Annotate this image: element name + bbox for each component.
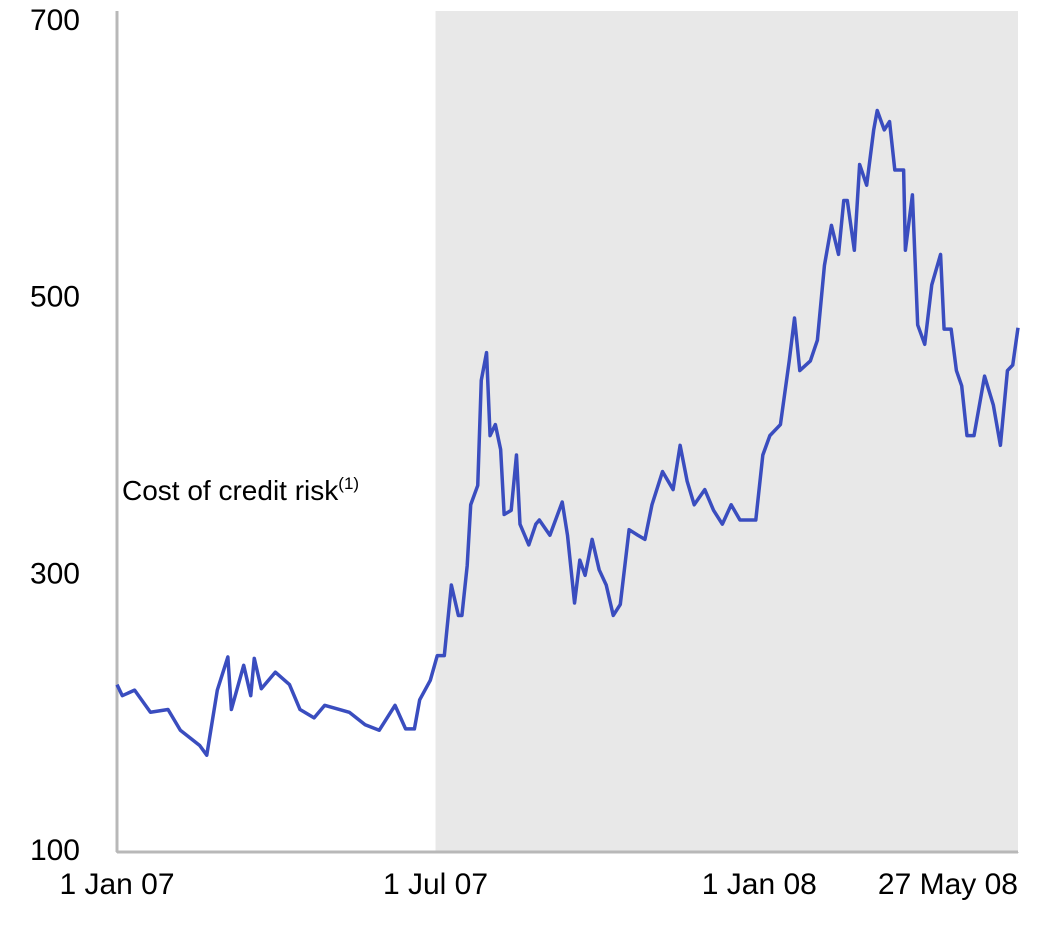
y-tick-label: 700 xyxy=(30,4,80,37)
axes-layer: 100 300 500 700 1 Jan 07 1 Jul 07 1 Jan 08 27 M… xyxy=(30,4,1019,901)
annotation-superscript: (1) xyxy=(338,474,359,493)
x-tick-label: 1 Jul 07 xyxy=(383,868,488,901)
y-tick-label: 100 xyxy=(30,834,80,867)
x-tick-label: 1 Jan 08 xyxy=(702,868,817,901)
y-tick-label: 300 xyxy=(30,557,80,590)
shaded-region xyxy=(435,11,1018,852)
shade-layer xyxy=(435,11,1018,852)
x-tick-label: 27 May 08 xyxy=(878,868,1018,901)
x-tick-label: 1 Jan 07 xyxy=(59,868,174,901)
series-line xyxy=(115,108,1020,757)
line-layer xyxy=(115,108,1020,757)
y-tick-label: 500 xyxy=(30,281,80,314)
annotation: Cost of credit risk(1) xyxy=(122,474,359,506)
annotation-text: Cost of credit risk xyxy=(122,475,339,506)
